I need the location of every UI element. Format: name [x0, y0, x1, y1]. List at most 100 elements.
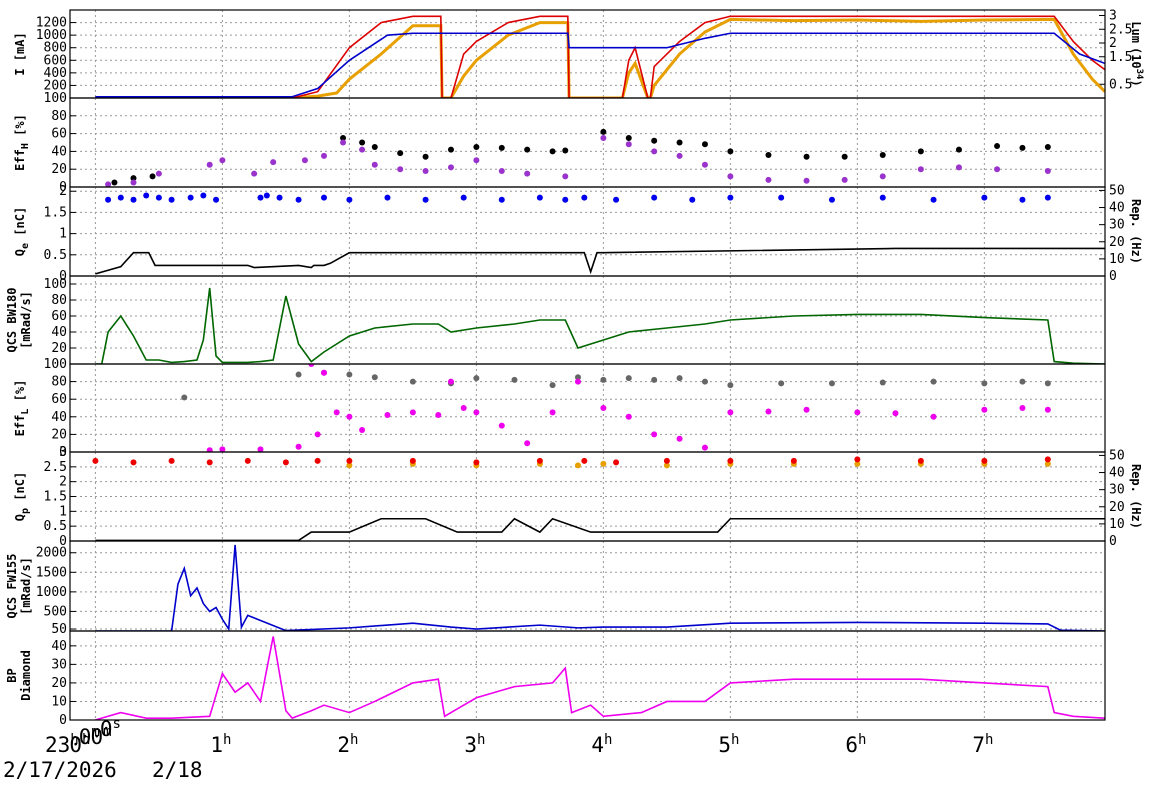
data-point: [422, 153, 429, 160]
data-point: [92, 457, 99, 464]
series-line-2: [95, 247, 1105, 275]
data-point: [346, 196, 353, 203]
data-point: [651, 194, 658, 201]
data-point: [320, 369, 327, 376]
panel-8: 0 10 20 30 40 BP Diamond: [5, 630, 1106, 728]
x-tick-label: 5h: [718, 732, 739, 757]
y-tick-label: 40: [51, 144, 67, 159]
data-point: [625, 141, 632, 148]
data-point: [981, 406, 988, 413]
data-point: [574, 378, 581, 385]
series-line-1: [95, 636, 1105, 720]
data-point: [149, 173, 156, 180]
y-axis-label: QCS FW155: [5, 553, 19, 618]
y-tick-label: 0: [59, 534, 67, 549]
y-axis-label-line2: Diamond: [19, 650, 33, 701]
y-tick-label: 80: [51, 375, 67, 390]
y-tick-label: 1500: [36, 565, 67, 580]
data-point: [994, 143, 1001, 150]
data-point: [206, 447, 213, 452]
data-point: [676, 139, 683, 146]
y-tick-label: 1000: [36, 585, 67, 600]
y-right-axis-label-sup: 34: [1134, 69, 1144, 80]
series-group: [181, 364, 1051, 452]
x-tick-hours: 1: [210, 733, 223, 757]
x-tick-hours: 3: [464, 733, 477, 757]
y-axis-label: QCS BW180: [5, 287, 19, 352]
y-axis-label-line2: [mRad/s]: [19, 557, 33, 615]
data-point: [359, 139, 366, 146]
y-tick-label: 0: [59, 180, 67, 195]
data-point: [879, 151, 886, 158]
data-point: [879, 194, 886, 201]
y-right-tick-label: 2.5: [1109, 22, 1132, 37]
data-point: [397, 166, 404, 173]
data-point: [473, 143, 480, 150]
y-axis-label-unit: [nC]: [13, 207, 27, 243]
data-point: [981, 380, 988, 387]
data-point: [917, 148, 924, 155]
x-tick-label: 1h: [210, 732, 231, 757]
data-point: [1044, 460, 1051, 467]
data-point: [384, 412, 391, 419]
x-tick-hours-unit: h: [223, 732, 231, 748]
panel-frame: [69, 540, 1106, 632]
data-point: [200, 192, 207, 199]
data-point: [105, 181, 112, 187]
data-point: [803, 153, 810, 160]
x-tick-hours-unit: h: [858, 732, 866, 748]
x-tick-hours: 5: [718, 733, 731, 757]
data-point: [340, 135, 347, 142]
x-tick-hours: 7: [972, 733, 985, 757]
data-point: [301, 157, 308, 164]
data-point: [498, 422, 505, 429]
data-point: [828, 196, 835, 203]
data-point: [346, 371, 353, 378]
y-tick-label: 60: [51, 127, 67, 142]
data-point: [727, 148, 734, 155]
data-point: [917, 457, 924, 464]
series-line-3: [95, 32, 1105, 98]
panel-frame: [69, 97, 1106, 188]
data-point: [574, 462, 581, 469]
data-point: [778, 380, 785, 387]
data-point: [613, 459, 620, 466]
data-point: [524, 440, 531, 447]
data-point: [460, 405, 467, 411]
y-tick-label: 1: [59, 504, 67, 519]
series-group: [95, 192, 1105, 275]
data-point: [219, 446, 226, 452]
data-point: [651, 431, 658, 438]
series-line-1: [95, 17, 1105, 98]
y-tick-label: 60: [51, 309, 67, 324]
y-right-tick-label: 2: [1109, 36, 1117, 51]
data-point: [930, 413, 937, 420]
x-tick-minutes-unit: m: [91, 724, 99, 740]
data-point: [130, 179, 137, 186]
data-point: [727, 382, 734, 389]
data-point: [600, 405, 607, 411]
data-point: [213, 196, 220, 203]
data-point: [562, 173, 569, 180]
data-point: [1019, 196, 1026, 203]
data-point: [625, 413, 632, 420]
x-tick-hours: 2: [337, 733, 350, 757]
y-tick-label: 0.5: [44, 248, 67, 263]
data-point: [333, 409, 340, 416]
x-tick-label: 3h: [464, 732, 485, 757]
y-tick-label: 40: [51, 410, 67, 425]
y-axis-label-unit: [%]: [13, 114, 27, 143]
data-point: [549, 148, 556, 155]
data-point: [651, 137, 658, 144]
data-point: [549, 409, 556, 416]
data-point: [536, 194, 543, 201]
y-tick-label: 10: [51, 694, 67, 709]
data-point: [600, 460, 607, 467]
data-point: [917, 166, 924, 173]
y-right-axis-label: Rep. (Hz): [1129, 199, 1143, 264]
x-tick-label: 2h: [337, 732, 358, 757]
data-point: [727, 409, 734, 416]
y-axis-label-line2: [mRad/s]: [19, 291, 33, 349]
